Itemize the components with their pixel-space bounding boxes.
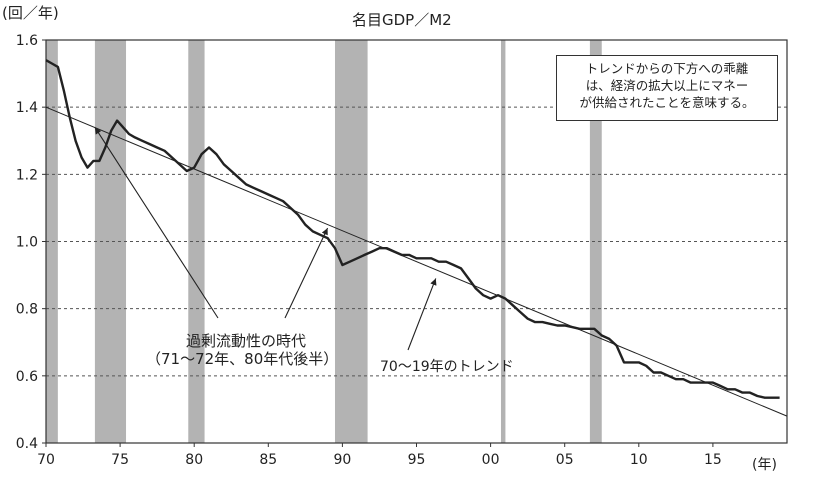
x-tick-label: 00 bbox=[482, 452, 500, 468]
x-tick-label: 90 bbox=[333, 452, 351, 468]
trend-label: 70～19年のトレンド bbox=[380, 359, 514, 375]
arrow-to-1980s bbox=[284, 227, 329, 319]
series-group bbox=[45, 59, 780, 399]
axes bbox=[42, 39, 788, 447]
y-tick-label: 1.0 bbox=[16, 235, 38, 251]
x-axis-label: (年) bbox=[752, 457, 777, 473]
y-tick-label: 0.6 bbox=[16, 369, 38, 385]
y-tick-label: 1.6 bbox=[16, 33, 38, 49]
y-tick-label: 0.8 bbox=[16, 302, 38, 318]
x-tick-label: 15 bbox=[704, 452, 722, 468]
y-tick-label: 1.4 bbox=[16, 100, 38, 116]
x-tick-label: 75 bbox=[111, 452, 129, 468]
trend-line-group bbox=[45, 106, 788, 417]
x-tick-label: 95 bbox=[408, 452, 426, 468]
excess-liquidity-period: （71～72年、80年代後半） bbox=[146, 350, 339, 368]
y-tick-label: 0.4 bbox=[16, 436, 38, 452]
arrow-to-trend bbox=[407, 278, 437, 351]
x-tick-label: 05 bbox=[556, 452, 574, 468]
annotation-arrows bbox=[94, 127, 437, 351]
shaded-period bbox=[589, 40, 602, 443]
arrow-to-1970s bbox=[94, 127, 219, 319]
shaded-period bbox=[334, 40, 368, 443]
trend-line bbox=[45, 106, 788, 417]
x-tick-label: 85 bbox=[259, 452, 277, 468]
annotation-box: トレンドからの下方への乖離 は、経済の拡大以上にマネー が供給されたことを意味す… bbox=[556, 55, 778, 121]
annotation-box-line: が供給されたことを意味する。 bbox=[579, 95, 755, 110]
x-tick-label: 10 bbox=[630, 452, 648, 468]
chart-title: 名目GDP／M2 bbox=[352, 11, 452, 29]
series-line bbox=[45, 59, 780, 399]
annotation-box-line: トレンドからの下方への乖離 bbox=[585, 61, 749, 76]
shaded-period bbox=[94, 40, 127, 443]
x-tick-label: 80 bbox=[185, 452, 203, 468]
annotation-box-line: は、経済の拡大以上にマネー bbox=[585, 78, 749, 93]
x-tick-label: 70 bbox=[37, 452, 55, 468]
y-tick-label: 1.2 bbox=[16, 167, 38, 183]
excess-liquidity-label: 過剰流動性の時代 bbox=[186, 332, 307, 350]
shaded-period bbox=[46, 40, 58, 443]
tick-labels: 0.4 0.6 0.8 1.0 1.2 1.4 1.6 70 75 80 85 90 95 00 05 10 1… bbox=[16, 33, 722, 468]
y-axis-label: (回／年) bbox=[2, 4, 59, 22]
